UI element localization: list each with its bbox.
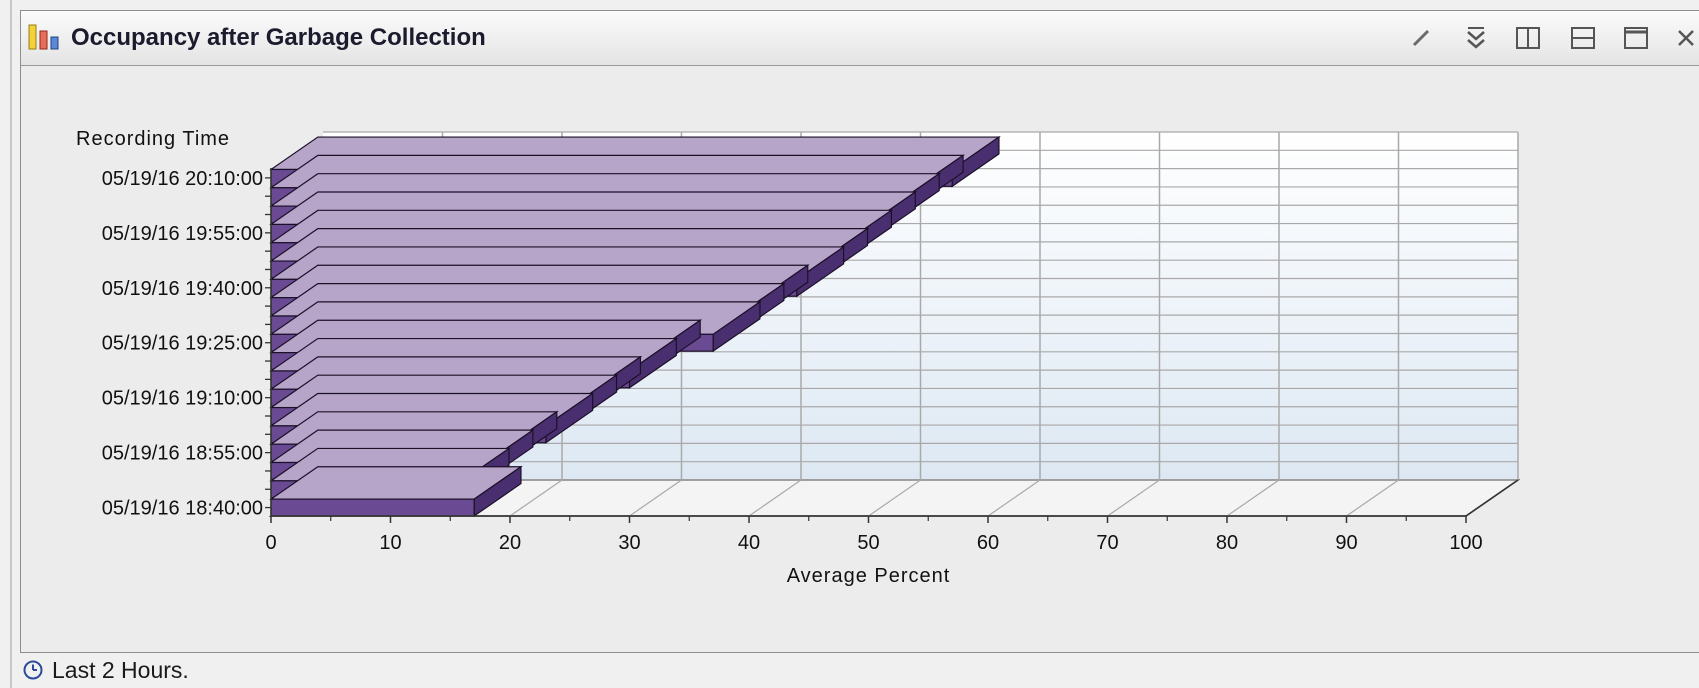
panel-title: Occupancy after Garbage Collection: [71, 24, 486, 51]
clock-icon: [23, 660, 43, 680]
x-tick-label: 100: [1449, 532, 1482, 554]
y-tick-label: 05/19/16 19:55:00: [102, 223, 263, 245]
panel-titlebar: Occupancy after Garbage Collection: [21, 11, 1699, 66]
x-tick-label: 10: [379, 532, 401, 554]
grid-floor-line: [629, 479, 682, 517]
x-tick-label: 0: [265, 532, 276, 554]
status-bar: Last 2 Hours.: [22, 654, 189, 686]
x-tick-label: 40: [738, 532, 760, 554]
time-range-label: Last 2 Hours.: [52, 656, 189, 683]
x-tick-label: 20: [499, 532, 521, 554]
grid-floor-line: [868, 479, 921, 517]
y-tick-label: 05/19/16 19:40:00: [102, 278, 263, 300]
grid-floor-line: [987, 479, 1041, 517]
x-axis-depth-line: [1465, 479, 1519, 517]
grid-floor-line: [748, 479, 802, 517]
x-tick-label: 90: [1335, 532, 1357, 554]
y-tick-label: 05/19/16 20:10:00: [102, 168, 263, 190]
maximize-icon[interactable]: [1621, 23, 1651, 53]
x-tick-label: 30: [618, 532, 640, 554]
x-tick-label: 50: [857, 532, 879, 554]
window-left-border: [10, 0, 12, 688]
x-tick-label: 60: [977, 532, 999, 554]
bar: [270, 498, 475, 517]
grid-floor-line: [509, 479, 563, 517]
x-axis-title: Average Percent: [787, 565, 951, 587]
grid-floor-line: [1346, 479, 1399, 517]
chart-panel: Occupancy after Garbage Collection 0 10 20…: [20, 10, 1699, 653]
close-icon[interactable]: [1671, 23, 1699, 53]
bar-chart-icon: [28, 24, 59, 50]
split-horizontal-icon[interactable]: [1568, 23, 1598, 53]
y-tick-label: 05/19/16 18:40:00: [102, 498, 263, 520]
split-vertical-icon[interactable]: [1513, 23, 1543, 53]
x-tick-label: 80: [1216, 532, 1238, 554]
y-axis-title: Recording Time: [76, 128, 230, 150]
occupancy-chart: 0 10 20 30 40 50 60 70 80 90 100 05/19/16 18:40:00 0…: [76, 128, 1521, 587]
y-tick-label: 05/19/16 18:55:00: [102, 443, 263, 465]
y-tick-label: 05/19/16 19:10:00: [102, 388, 263, 410]
grid-floor-line: [1107, 479, 1160, 517]
y-tick-label: 05/19/16 19:25:00: [102, 333, 263, 355]
edit-icon[interactable]: [1406, 23, 1436, 53]
x-tick-label: 70: [1096, 532, 1118, 554]
collapse-icon[interactable]: [1461, 23, 1491, 53]
grid-floor-line: [1226, 479, 1280, 517]
